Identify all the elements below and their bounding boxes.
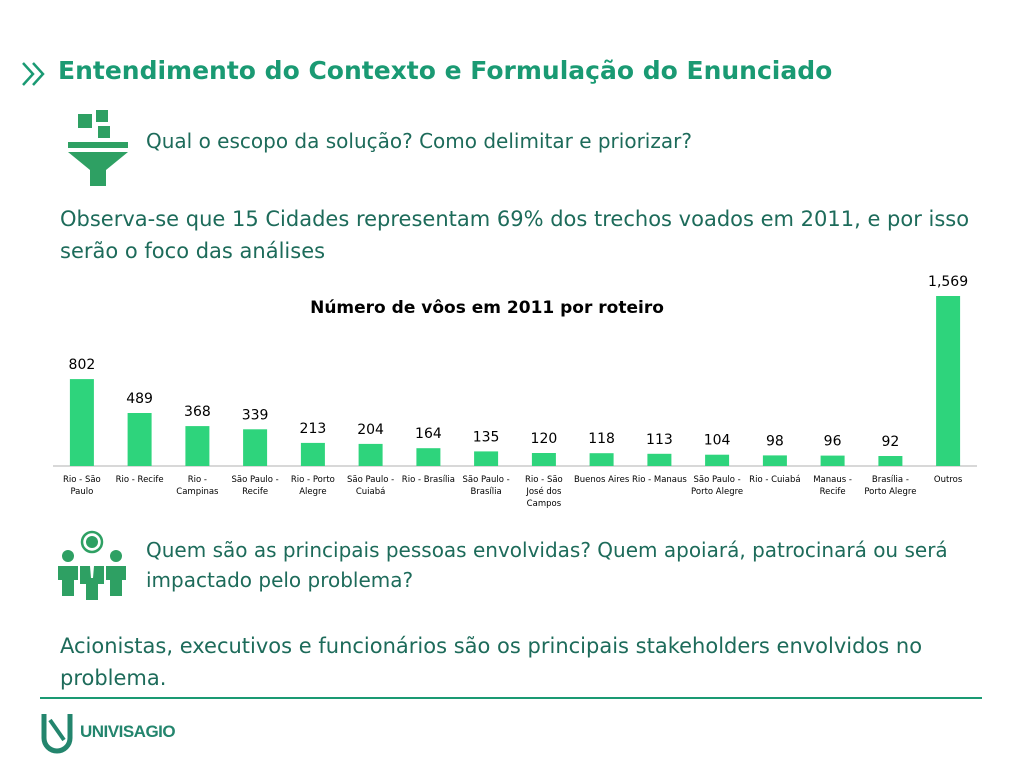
chart-bar — [762, 455, 787, 466]
footer-divider — [40, 697, 982, 699]
chart-bar — [647, 453, 672, 466]
chart-category-label: São Paulo -Brasília — [463, 475, 510, 497]
chart-bar — [474, 451, 499, 466]
chart-bar — [243, 429, 268, 466]
chart-value-label: 204 — [357, 422, 384, 438]
chart-value-label: 213 — [300, 421, 327, 437]
chart-bar — [127, 413, 152, 466]
chart-category-label: Rio - São José dos Campos — [525, 475, 563, 509]
chart-category-label: Rio -Campinas — [176, 475, 219, 497]
chart-value-label: 98 — [766, 433, 784, 449]
chart-category-label: Buenos Aires — [574, 475, 630, 485]
chart-value-label: 96 — [824, 434, 842, 450]
chart-bar — [705, 454, 730, 466]
chart-category-label: Outros — [934, 475, 963, 485]
chart-bars: 802 Rio - São Paulo 489 Rio - Recife 368 Rio -… — [63, 274, 968, 509]
chart-title: Número de vôos em 2011 por roteiro — [310, 298, 664, 318]
chart-value-label: 489 — [126, 391, 153, 407]
chart-bar — [185, 426, 210, 466]
chart-category-label: São Paulo -Cuiabá — [347, 475, 394, 497]
chart-category-label: Rio - São Paulo — [63, 475, 101, 497]
chart-category-label: Rio - Porto Alegre — [291, 475, 335, 497]
chart-bar — [358, 443, 383, 466]
chart-value-label: 118 — [588, 431, 615, 447]
chart-value-label: 1,569 — [928, 274, 968, 290]
chart-bar — [531, 453, 556, 466]
stakeholders-answer: Acionistas, executivos e funcionários sã… — [60, 634, 923, 690]
double-chevron-right-icon — [22, 62, 45, 86]
chart-category-label: São Paulo -Porto Alegre — [691, 475, 743, 497]
chart-bar — [936, 296, 961, 466]
chart-bar — [416, 448, 441, 466]
chart-category-label: Brasília -Porto Alegre — [864, 475, 916, 497]
chart-bar — [820, 455, 845, 466]
scope-question: Qual o escopo da solução? Como delimitar… — [146, 129, 692, 153]
flights-bar-chart: Número de vôos em 2011 por roteiro 802 Ri… — [53, 274, 977, 509]
univisagio-logo-icon — [41, 714, 73, 754]
chart-value-label: 368 — [184, 404, 211, 420]
chart-bar — [69, 379, 94, 466]
page-title: Entendimento do Contexto e Formulação do… — [58, 56, 833, 85]
chart-value-label: 135 — [473, 429, 500, 445]
funnel-icon — [68, 110, 128, 186]
chart-bar — [878, 456, 903, 466]
chart-value-label: 113 — [646, 432, 673, 448]
chart-value-label: 164 — [415, 426, 442, 442]
chart-value-label: 104 — [704, 433, 731, 449]
chart-value-label: 339 — [242, 407, 269, 423]
chart-value-label: 802 — [69, 357, 96, 373]
chart-category-label: Rio - Manaus — [632, 475, 687, 485]
chart-value-label: 120 — [531, 431, 558, 447]
people-group-icon — [58, 530, 126, 600]
chart-category-label: Manaus -Recife — [813, 475, 852, 497]
chart-category-label: Rio - Brasília — [402, 475, 455, 485]
chart-category-label: São Paulo -Recife — [232, 475, 279, 497]
chart-bar — [300, 442, 325, 466]
chart-value-label: 92 — [881, 434, 899, 450]
chart-bar — [589, 453, 614, 466]
scope-answer: Observa-se que 15 Cidades representam 69… — [60, 207, 970, 263]
footer-logo-text: UNIVISAGIO — [80, 722, 176, 741]
chart-category-label: Rio - Cuiabá — [749, 475, 800, 485]
stakeholders-question: Quem são as principais pessoas envolvida… — [146, 538, 948, 592]
chart-category-label: Rio - Recife — [116, 475, 164, 485]
